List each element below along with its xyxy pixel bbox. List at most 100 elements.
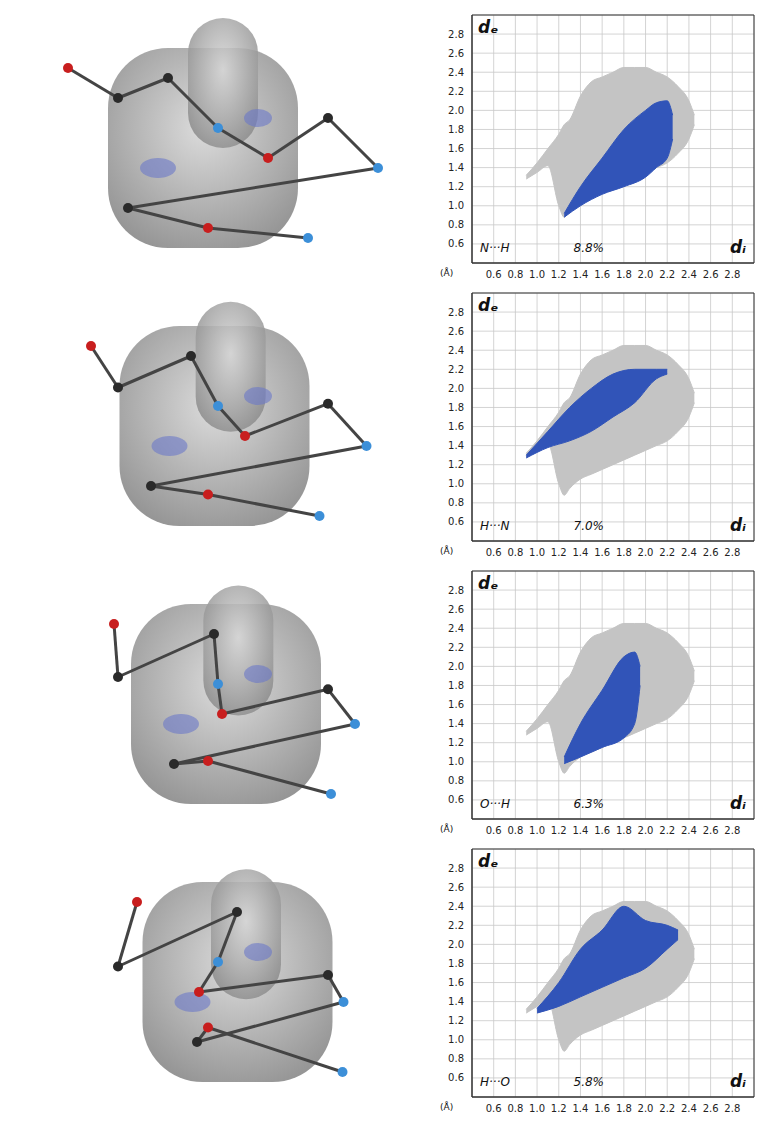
svg-text:2.4: 2.4	[681, 1103, 697, 1114]
svg-text:2.4: 2.4	[448, 67, 464, 78]
svg-text:2.0: 2.0	[448, 939, 464, 950]
svg-text:1.8: 1.8	[448, 402, 464, 413]
svg-text:2.4: 2.4	[681, 269, 697, 280]
svg-text:2.6: 2.6	[448, 326, 464, 337]
svg-text:0.8: 0.8	[448, 1053, 464, 1064]
svg-text:1.0: 1.0	[529, 1103, 545, 1114]
svg-text:2.2: 2.2	[659, 825, 675, 836]
svg-text:2.6: 2.6	[703, 1103, 719, 1114]
svg-text:1.6: 1.6	[448, 143, 464, 154]
svg-text:2.4: 2.4	[448, 345, 464, 356]
svg-text:1.0: 1.0	[448, 756, 464, 767]
svg-text:1.4: 1.4	[573, 825, 589, 836]
svg-text:2.0: 2.0	[638, 547, 654, 558]
svg-text:1.6: 1.6	[594, 1103, 610, 1114]
svg-text:1.4: 1.4	[448, 162, 464, 173]
svg-text:1.2: 1.2	[448, 737, 464, 748]
svg-text:2.2: 2.2	[659, 1103, 675, 1114]
svg-text:2.4: 2.4	[448, 901, 464, 912]
svg-text:1.2: 1.2	[448, 181, 464, 192]
svg-text:2.8: 2.8	[724, 269, 740, 280]
svg-text:2.6: 2.6	[703, 547, 719, 558]
svg-text:1.6: 1.6	[594, 825, 610, 836]
svg-text:2.2: 2.2	[448, 920, 464, 931]
svg-text:2.6: 2.6	[703, 825, 719, 836]
svg-text:1.0: 1.0	[448, 478, 464, 489]
svg-text:1.6: 1.6	[448, 699, 464, 710]
svg-text:2.6: 2.6	[703, 269, 719, 280]
svg-text:0.8: 0.8	[448, 497, 464, 508]
svg-text:0.6: 0.6	[486, 825, 502, 836]
svg-text:1.8: 1.8	[616, 825, 632, 836]
svg-text:1.4: 1.4	[448, 440, 464, 451]
svg-text:2.6: 2.6	[448, 48, 464, 59]
svg-text:1.6: 1.6	[594, 269, 610, 280]
svg-text:1.4: 1.4	[573, 547, 589, 558]
svg-text:0.6: 0.6	[486, 1103, 502, 1114]
svg-text:1.8: 1.8	[448, 124, 464, 135]
svg-text:2.0: 2.0	[638, 269, 654, 280]
svg-text:1.8: 1.8	[448, 680, 464, 691]
svg-text:2.2: 2.2	[659, 269, 675, 280]
svg-text:0.8: 0.8	[507, 547, 523, 558]
svg-text:1.4: 1.4	[573, 269, 589, 280]
svg-text:2.2: 2.2	[448, 364, 464, 375]
svg-text:1.8: 1.8	[448, 958, 464, 969]
svg-text:2.8: 2.8	[724, 1103, 740, 1114]
svg-text:1.4: 1.4	[448, 996, 464, 1007]
svg-text:1.2: 1.2	[551, 547, 567, 558]
svg-text:2.4: 2.4	[681, 825, 697, 836]
svg-text:1.0: 1.0	[448, 200, 464, 211]
svg-text:1.4: 1.4	[573, 1103, 589, 1114]
svg-text:2.0: 2.0	[638, 1103, 654, 1114]
svg-text:2.2: 2.2	[448, 642, 464, 653]
svg-text:2.0: 2.0	[448, 105, 464, 116]
svg-text:2.2: 2.2	[448, 86, 464, 97]
svg-text:2.4: 2.4	[681, 547, 697, 558]
svg-text:2.8: 2.8	[448, 307, 464, 318]
svg-text:1.0: 1.0	[529, 269, 545, 280]
svg-text:1.6: 1.6	[594, 547, 610, 558]
svg-text:1.4: 1.4	[448, 718, 464, 729]
svg-text:0.6: 0.6	[448, 516, 464, 527]
html-text:dₑ: dₑ	[478, 295, 499, 315]
svg-text:1.2: 1.2	[551, 1103, 567, 1114]
svg-text:2.8: 2.8	[724, 825, 740, 836]
svg-text:2.8: 2.8	[448, 29, 464, 40]
svg-text:1.0: 1.0	[448, 1034, 464, 1045]
svg-text:0.8: 0.8	[507, 825, 523, 836]
svg-text:1.0: 1.0	[529, 825, 545, 836]
svg-text:0.8: 0.8	[507, 1103, 523, 1114]
svg-text:2.6: 2.6	[448, 604, 464, 615]
svg-text:0.6: 0.6	[486, 547, 502, 558]
svg-text:1.8: 1.8	[616, 269, 632, 280]
svg-text:2.0: 2.0	[638, 825, 654, 836]
svg-text:2.8: 2.8	[448, 863, 464, 874]
html-text:dₑ: dₑ	[478, 17, 499, 37]
svg-text:1.6: 1.6	[448, 977, 464, 988]
svg-text:0.8: 0.8	[448, 775, 464, 786]
svg-text:0.8: 0.8	[448, 219, 464, 230]
svg-text:2.2: 2.2	[659, 547, 675, 558]
svg-text:1.6: 1.6	[448, 421, 464, 432]
svg-text:2.0: 2.0	[448, 383, 464, 394]
svg-text:1.2: 1.2	[448, 1015, 464, 1026]
html-text:dₑ: dₑ	[478, 851, 499, 871]
svg-text:1.2: 1.2	[448, 459, 464, 470]
svg-text:2.8: 2.8	[448, 585, 464, 596]
html-text:dₑ: dₑ	[478, 573, 499, 593]
svg-text:1.8: 1.8	[616, 547, 632, 558]
svg-text:1.0: 1.0	[529, 547, 545, 558]
svg-text:0.6: 0.6	[448, 238, 464, 249]
svg-text:2.4: 2.4	[448, 623, 464, 634]
svg-text:1.8: 1.8	[616, 1103, 632, 1114]
svg-text:0.6: 0.6	[448, 794, 464, 805]
svg-text:0.8: 0.8	[507, 269, 523, 280]
svg-text:0.6: 0.6	[448, 1072, 464, 1083]
svg-text:2.8: 2.8	[724, 547, 740, 558]
svg-text:0.6: 0.6	[486, 269, 502, 280]
svg-text:1.2: 1.2	[551, 269, 567, 280]
svg-text:2.0: 2.0	[448, 661, 464, 672]
svg-text:1.2: 1.2	[551, 825, 567, 836]
svg-text:2.6: 2.6	[448, 882, 464, 893]
